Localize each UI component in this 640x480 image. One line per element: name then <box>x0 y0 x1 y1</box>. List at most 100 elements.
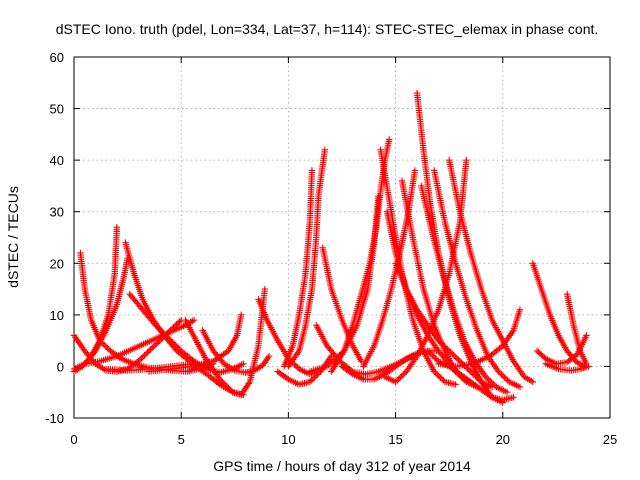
data-series <box>430 167 524 391</box>
data-series <box>418 182 511 396</box>
data-point <box>170 340 178 347</box>
data-point <box>336 351 343 359</box>
data-point <box>326 360 334 367</box>
data-points <box>70 89 592 406</box>
chart-title: dSTEC Iono. truth (pdel, Lon=334, Lat=37… <box>56 21 599 37</box>
data-point <box>323 363 331 370</box>
data-point <box>339 349 346 356</box>
data-series <box>313 321 416 378</box>
data-point <box>385 136 393 143</box>
y-tick-label: 50 <box>50 102 64 117</box>
data-point <box>429 352 436 359</box>
data-point <box>455 356 462 363</box>
data-point <box>453 355 461 362</box>
data-point <box>176 346 183 353</box>
data-point <box>433 356 441 363</box>
y-tick-label: 0 <box>57 359 64 374</box>
data-point <box>401 356 408 363</box>
data-point <box>452 353 459 361</box>
plot-frame <box>73 56 611 419</box>
data-point <box>104 344 111 352</box>
data-point <box>330 357 337 365</box>
data-point <box>333 354 340 362</box>
data-point <box>430 353 438 361</box>
data-point <box>501 374 508 381</box>
y-tick-label: 40 <box>50 153 64 168</box>
x-tick-label: 20 <box>496 432 510 447</box>
data-point <box>216 376 223 383</box>
data-point <box>504 377 511 384</box>
data-point <box>225 384 232 392</box>
data-point <box>398 372 405 380</box>
data-point <box>438 375 446 383</box>
data-point <box>437 374 444 381</box>
data-point <box>541 354 548 361</box>
data-point <box>138 355 145 362</box>
data-point <box>139 353 147 361</box>
x-tick-label: 25 <box>603 432 617 447</box>
data-point <box>449 350 456 358</box>
data-point <box>157 327 165 335</box>
data-point <box>148 344 156 352</box>
axis-ticks: 0 5 10 15 20 25 -10 0 10 20 30 40 50 60 <box>45 50 617 447</box>
y-tick-label: -10 <box>45 411 64 426</box>
data-point <box>450 352 457 359</box>
data-point <box>226 386 233 393</box>
data-point <box>496 369 504 377</box>
data-point <box>151 341 159 349</box>
data-point <box>585 363 592 370</box>
data-point <box>219 378 226 386</box>
y-axis-label: dSTEC / TECUs <box>5 186 21 288</box>
data-series <box>435 306 524 370</box>
data-point <box>516 383 524 391</box>
x-tick-label: 10 <box>281 432 295 447</box>
data-point <box>434 371 441 378</box>
data-point <box>375 193 382 200</box>
data-point <box>334 353 342 360</box>
data-series <box>70 316 185 375</box>
data-point <box>155 338 162 346</box>
data-point <box>223 383 231 390</box>
data-point <box>487 393 494 400</box>
data-series <box>446 156 537 386</box>
data-point <box>393 377 401 384</box>
data-point <box>102 343 110 350</box>
data-point <box>465 366 473 374</box>
data-point <box>147 346 154 353</box>
data-point <box>169 339 176 346</box>
data-point <box>311 374 318 381</box>
y-tick-label: 60 <box>50 50 64 65</box>
data-point <box>426 349 433 356</box>
y-tick-label: 10 <box>50 308 64 323</box>
data-point <box>510 394 517 401</box>
data-point <box>222 381 229 389</box>
data-point <box>173 343 181 350</box>
data-point <box>395 375 402 383</box>
data-point <box>113 223 121 231</box>
data-point <box>156 326 163 333</box>
data-point <box>145 347 153 355</box>
data-point <box>488 379 495 386</box>
data-point <box>153 340 160 347</box>
x-tick-label: 5 <box>178 432 185 447</box>
data-series <box>280 167 316 370</box>
data-point <box>175 344 182 352</box>
data-point <box>312 372 320 380</box>
data-series <box>182 285 269 398</box>
data-series <box>542 360 592 374</box>
data-point <box>142 350 150 358</box>
data-point <box>495 368 502 375</box>
data-point <box>325 361 332 369</box>
data-point <box>463 156 470 164</box>
data-point <box>396 374 404 381</box>
data-point <box>430 368 438 375</box>
data-point <box>464 365 471 372</box>
data-point <box>424 347 431 355</box>
data-series <box>145 311 245 375</box>
data-point <box>294 364 301 371</box>
data-point <box>218 377 225 384</box>
data-point <box>155 324 162 332</box>
data-point <box>427 350 435 358</box>
data-point <box>337 350 345 357</box>
data-point <box>499 372 507 380</box>
